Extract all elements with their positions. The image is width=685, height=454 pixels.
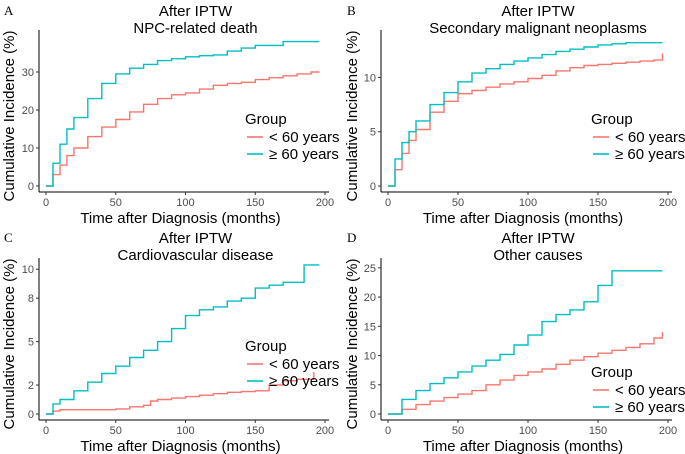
legend-title: Group [591, 364, 633, 381]
panel-letter: B [347, 3, 356, 18]
panel-letter: D [347, 230, 356, 245]
y-tick-label: 10 [22, 264, 34, 276]
panel-subtitle: Other causes [493, 247, 582, 264]
series-line-over-60 [388, 270, 663, 415]
x-axis-title: Time after Diagnosis (months) [423, 210, 623, 227]
y-tick-label: 8 [28, 293, 34, 305]
x-tick-label: 0 [385, 197, 391, 209]
x-tick-label: 100 [519, 197, 537, 209]
x-tick-label: 100 [519, 425, 537, 437]
y-tick-label: 0 [28, 409, 34, 421]
legend-label: ≥ 60 years [269, 146, 339, 163]
legend-title: Group [245, 111, 287, 128]
x-tick-label: 50 [110, 197, 122, 209]
y-tick-label: 30 [22, 67, 34, 79]
x-tick-label: 0 [43, 425, 49, 437]
x-tick-label: 50 [110, 425, 122, 437]
x-axis-title: Time after Diagnosis (months) [80, 438, 280, 454]
x-tick-label: 200 [316, 197, 334, 209]
panel-subtitle: NPC-related death [133, 20, 257, 37]
legend-label: ≥ 60 years [615, 399, 685, 416]
x-tick-label: 50 [452, 425, 464, 437]
panel-title: After IPTW [159, 3, 233, 20]
y-tick-label: 5 [370, 380, 376, 392]
x-tick-label: 0 [43, 197, 49, 209]
y-tick-label: 20 [364, 292, 376, 304]
y-axis-title: Cumulative Incidence (%) [1, 259, 18, 430]
y-tick-label: 0 [370, 409, 376, 421]
x-axis-title: Time after Diagnosis (months) [423, 438, 623, 454]
legend-label: < 60 years [269, 129, 339, 146]
x-tick-label: 150 [246, 197, 264, 209]
y-tick-label: 0 [28, 181, 34, 193]
legend-label: ≥ 60 years [269, 373, 339, 390]
legend-label: < 60 years [269, 356, 339, 373]
legend-title: Group [245, 338, 287, 355]
y-tick-label: 10 [22, 143, 34, 155]
legend: Group< 60 years≥ 60 years [245, 338, 339, 390]
y-tick-label: 2 [28, 380, 34, 392]
x-tick-label: 150 [589, 197, 607, 209]
series-line-under-60 [388, 53, 664, 187]
x-tick-label: 200 [659, 197, 677, 209]
legend-label: ≥ 60 years [615, 146, 685, 163]
y-tick-label: 5 [370, 127, 376, 139]
y-tick-label: 20 [22, 105, 34, 117]
x-tick-label: 200 [659, 425, 677, 437]
y-tick-label: 25 [364, 263, 376, 275]
series-line-under-60 [388, 332, 664, 415]
x-tick-label: 100 [176, 197, 194, 209]
y-tick-label: 10 [364, 351, 376, 363]
legend-label: < 60 years [615, 129, 685, 146]
legend: Group< 60 years≥ 60 years [591, 111, 685, 163]
x-tick-label: 150 [589, 425, 607, 437]
y-tick-label: 5 [28, 337, 34, 349]
legend: Group< 60 years≥ 60 years [245, 111, 339, 163]
x-tick-label: 50 [452, 197, 464, 209]
panel-title: After IPTW [159, 230, 233, 247]
panel-title: After IPTW [501, 230, 575, 247]
series-line-over-60 [46, 264, 320, 415]
series-line-under-60 [46, 71, 320, 187]
y-axis-title: Cumulative Incidence (%) [1, 31, 18, 202]
panel-subtitle: Cardiovascular disease [118, 247, 274, 264]
x-tick-label: 200 [316, 425, 334, 437]
panel-title: After IPTW [501, 3, 575, 20]
y-axis-title: Cumulative Incidence (%) [344, 259, 361, 430]
y-tick-label: 0 [370, 181, 376, 193]
legend: Group< 60 years≥ 60 years [591, 364, 685, 416]
series-line-over-60 [46, 40, 320, 187]
series-line-under-60 [46, 372, 315, 415]
y-tick-label: 10 [364, 72, 376, 84]
panel-letter: A [4, 3, 14, 18]
y-axis-title: Cumulative Incidence (%) [344, 31, 361, 202]
panel-subtitle: Secondary malignant neoplasms [429, 20, 647, 37]
panel-letter: C [4, 230, 13, 245]
x-tick-label: 150 [246, 425, 264, 437]
x-tick-label: 0 [385, 425, 391, 437]
legend-title: Group [591, 111, 633, 128]
y-tick-label: 15 [364, 321, 376, 333]
x-tick-label: 100 [176, 425, 194, 437]
x-axis-title: Time after Diagnosis (months) [80, 210, 280, 227]
series-line-over-60 [388, 42, 663, 187]
legend-label: < 60 years [615, 382, 685, 399]
